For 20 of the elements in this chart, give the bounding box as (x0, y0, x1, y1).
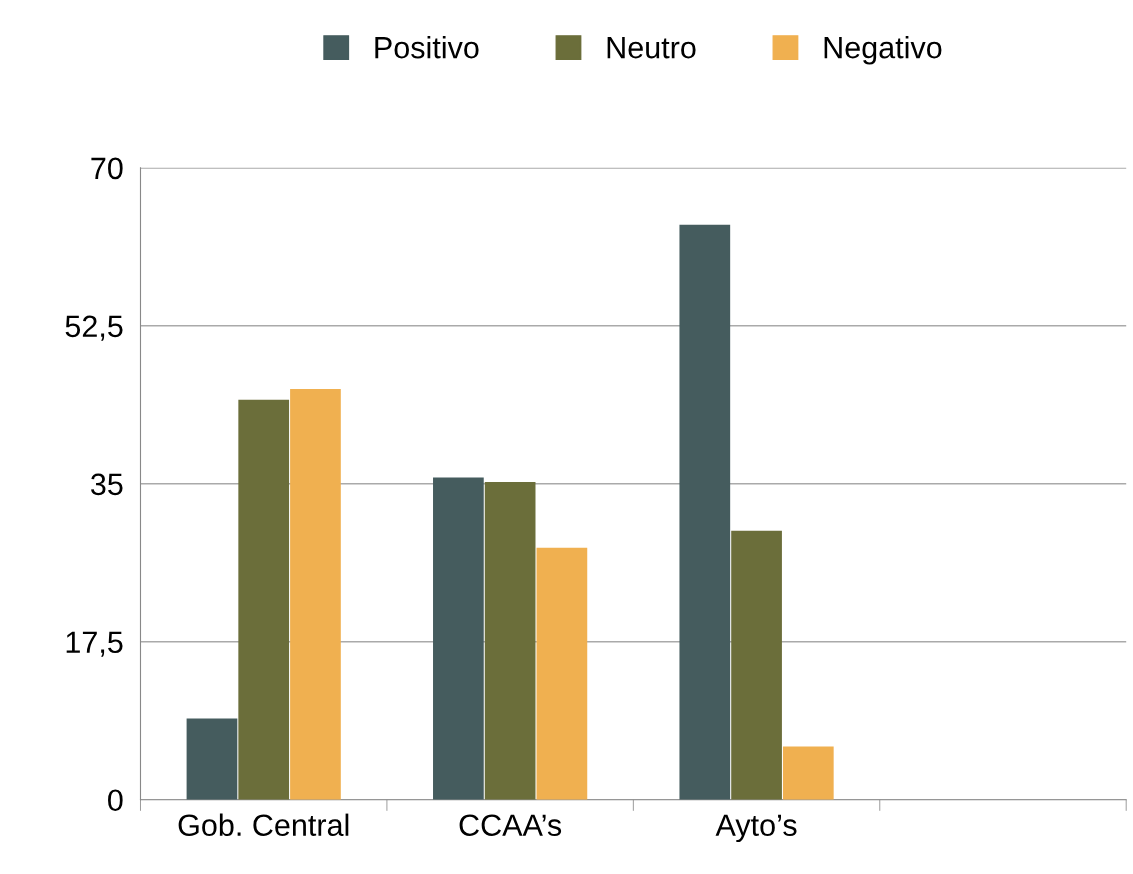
y-tick-label: 0 (108, 789, 123, 812)
bar (731, 530, 782, 800)
bar (186, 718, 238, 800)
bar (290, 388, 341, 800)
bar (238, 399, 290, 800)
y-tick-label: 52,5 (65, 315, 123, 341)
y-tick-label: 35 (91, 473, 123, 496)
y-tick-label: 17,5 (66, 631, 123, 657)
bar (782, 746, 834, 800)
x-tick-label: Gob. Central (178, 813, 349, 837)
x-tick-label: CCAA’s (459, 814, 562, 837)
bar (433, 477, 484, 800)
legend-label: Negativo (824, 36, 942, 65)
bar (536, 547, 588, 800)
legend-label: Positivo (375, 36, 479, 59)
x-tick-label: Ayto’s (715, 814, 797, 843)
bar (484, 481, 536, 800)
y-tick-label: 70 (91, 157, 123, 180)
bar (679, 224, 731, 800)
legend-label: Neutro (607, 37, 696, 59)
